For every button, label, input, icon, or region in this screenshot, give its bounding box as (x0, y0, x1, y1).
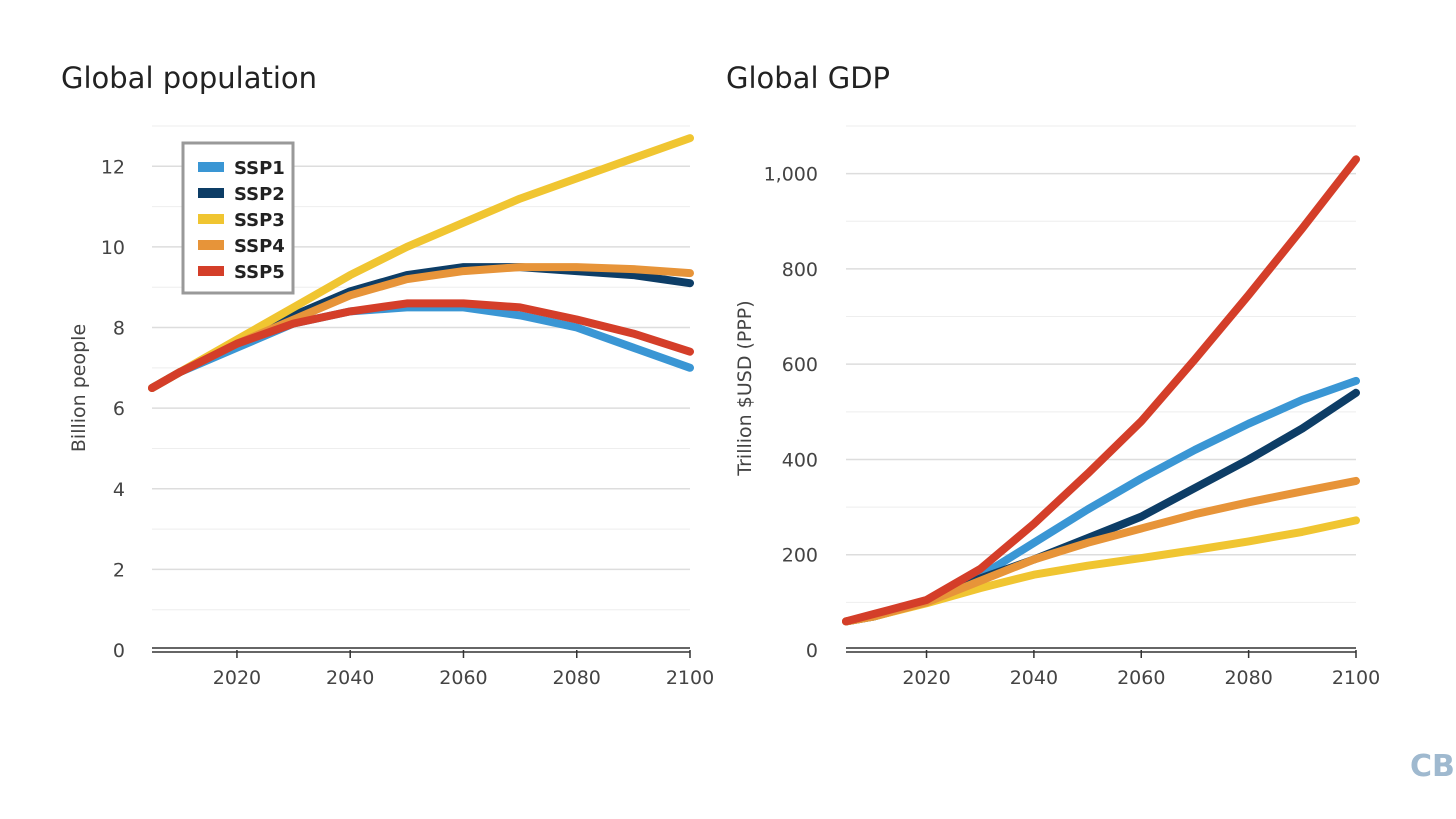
y-tick-label: 600 (782, 354, 818, 376)
legend-swatch-ssp4 (198, 240, 224, 250)
y-tick-label: 0 (806, 640, 818, 662)
x-tick-label: 2020 (213, 667, 261, 689)
chart-title: Global GDP (726, 61, 890, 95)
legend-label-ssp5: SSP5 (234, 262, 285, 283)
y-axis-label: Trillion $USD (PPP) (734, 300, 756, 476)
series-lines (842, 155, 1360, 626)
series-line-ssp5 (842, 155, 1360, 626)
y-tick-label: 6 (113, 398, 125, 420)
x-tick-label: 2100 (666, 667, 714, 689)
carbon-brief-logo: CB (1410, 749, 1455, 784)
legend: SSP1 SSP2 SSP3 SSP4 SSP5 (181, 141, 295, 295)
x-tick-label: 2020 (902, 667, 950, 689)
series-lines (148, 134, 694, 392)
population-chart: Global population 0 2 4 6 8 10 12 2020 2040 2060 2… (61, 61, 714, 689)
y-axis-label: Billion people (68, 324, 90, 452)
x-tick-label: 2040 (1010, 667, 1058, 689)
x-tick-label: 2060 (1117, 667, 1165, 689)
y-tick-label: 400 (782, 449, 818, 471)
series-line-ssp5 (148, 299, 694, 392)
chart-title: Global population (61, 61, 317, 95)
y-tick-label: 8 (113, 318, 125, 340)
axes: 0 2 4 6 8 10 12 2020 2040 2060 2080 2100 (101, 156, 714, 689)
x-tick-label: 2100 (1332, 667, 1380, 689)
legend-swatch-ssp3 (198, 214, 224, 224)
legend-swatch-ssp1 (198, 162, 224, 172)
y-tick-label: 2 (113, 559, 125, 581)
y-tick-label: 1,000 (764, 164, 818, 186)
y-tick-label: 200 (782, 545, 818, 567)
x-tick-label: 2060 (439, 667, 487, 689)
series-line-ssp1 (842, 376, 1360, 626)
x-tick-label: 2040 (326, 667, 374, 689)
y-tick-label: 10 (101, 237, 125, 259)
legend-swatch-ssp5 (198, 266, 224, 276)
legend-label-ssp1: SSP1 (234, 158, 285, 179)
y-tick-label: 12 (101, 156, 125, 178)
legend-label-ssp3: SSP3 (234, 210, 285, 231)
y-tick-label: 800 (782, 259, 818, 281)
legend-label-ssp4: SSP4 (234, 236, 285, 257)
x-tick-label: 2080 (1224, 667, 1272, 689)
y-tick-label: 0 (113, 640, 125, 662)
legend-swatch-ssp2 (198, 188, 224, 198)
y-tick-label: 4 (113, 479, 125, 501)
x-tick-label: 2080 (553, 667, 601, 689)
axes: 0 200 400 600 800 1,000 2020 2040 2060 2080 2100 (764, 164, 1381, 689)
gdp-chart: Global GDP 0 200 400 600 800 1,000 2020 2040 206… (726, 61, 1380, 689)
legend-label-ssp2: SSP2 (234, 184, 285, 205)
